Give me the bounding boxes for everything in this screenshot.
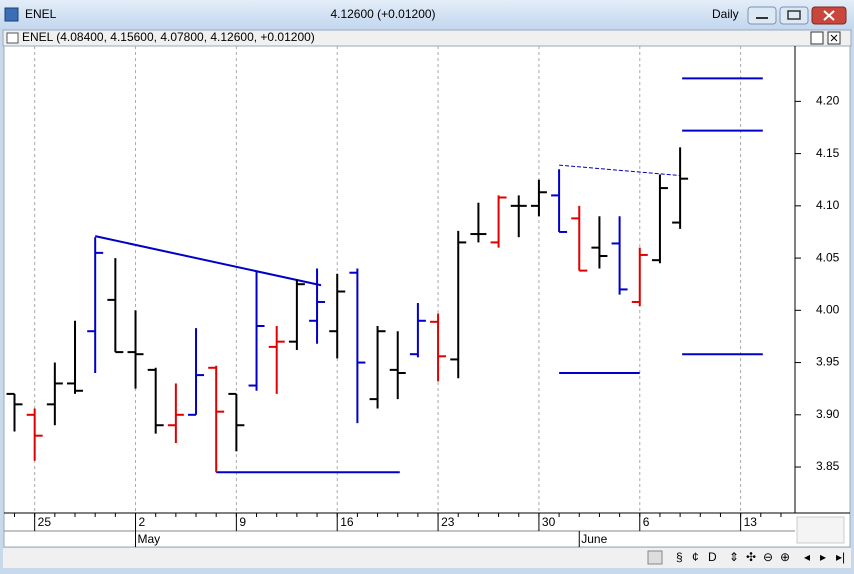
- axis-corner: [796, 516, 845, 544]
- scroll-bar: [3, 548, 851, 568]
- x-tick-label: 13: [744, 515, 758, 529]
- toolbar-icon[interactable]: ✣: [746, 550, 756, 564]
- y-tick-label: 3.95: [816, 355, 840, 369]
- title-bar: [0, 0, 854, 30]
- x-tick-label: 23: [441, 515, 455, 529]
- toolbar-icon[interactable]: ⊖: [763, 550, 773, 564]
- app-icon: [4, 7, 19, 22]
- toolbar-icon[interactable]: ▸: [820, 550, 826, 564]
- toolbar-icon[interactable]: ◂: [804, 550, 810, 564]
- period: Daily: [712, 7, 739, 21]
- toolbar-icon[interactable]: ⇕: [729, 550, 739, 564]
- month-label: May: [138, 532, 161, 546]
- month-label: June: [581, 532, 607, 546]
- x-tick-label: 6: [643, 515, 650, 529]
- trend-line: [559, 164, 681, 177]
- quote: 4.12600 (+0.01200): [330, 7, 435, 21]
- y-tick-label: 4.05: [816, 250, 840, 264]
- chart-icon: [6, 32, 19, 44]
- toolbar-icon[interactable]: ¢: [692, 550, 699, 564]
- y-tick-label: 3.85: [816, 459, 840, 473]
- y-tick-label: 4.20: [816, 94, 840, 108]
- window-title: ENEL: [25, 7, 57, 21]
- y-tick-label: 3.90: [816, 407, 840, 421]
- maximize-button[interactable]: [779, 6, 809, 25]
- restore-button[interactable]: [810, 31, 824, 45]
- y-tick-label: 4.10: [816, 198, 840, 212]
- x-tick-label: 30: [542, 515, 556, 529]
- toolbar-letter[interactable]: D: [708, 550, 717, 564]
- scroll-thumb[interactable]: [647, 550, 663, 565]
- x-tick-label: 9: [239, 515, 246, 529]
- toolbar-icon[interactable]: ⊕: [780, 550, 790, 564]
- chart-title: ENEL (4.08400, 4.15600, 4.07800, 4.12600…: [22, 30, 315, 44]
- x-tick-label: 25: [38, 515, 52, 529]
- y-tick-label: 4.15: [816, 146, 840, 160]
- window-buttons[interactable]: [747, 6, 847, 25]
- x-tick-label: 16: [340, 515, 354, 529]
- x-tick-label: 2: [139, 515, 146, 529]
- y-tick-label: 4.00: [816, 302, 840, 316]
- toolbar-icon[interactable]: §: [676, 550, 683, 564]
- chart-area: [3, 45, 851, 548]
- toolbar-icon[interactable]: ▸|: [836, 550, 845, 564]
- minimize-button[interactable]: [747, 6, 777, 25]
- trend-line: [94, 235, 322, 287]
